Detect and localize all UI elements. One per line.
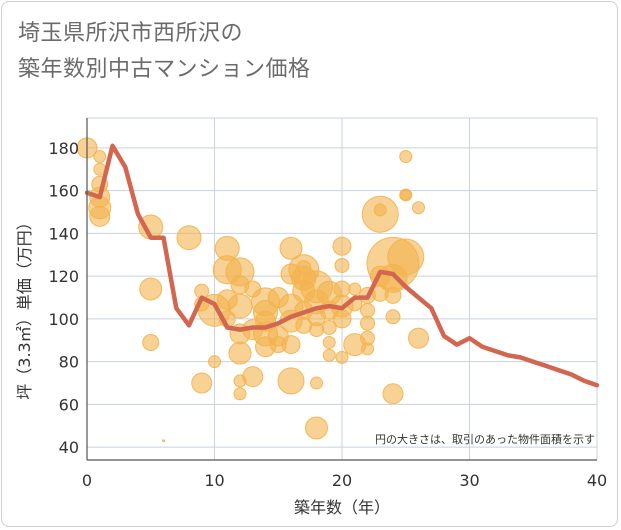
x-tick-label: 30 [459,471,479,490]
bubble-point [309,322,324,338]
bubble-point [281,335,301,355]
bubble-point [142,333,160,351]
bubble-point [332,309,352,329]
average-price-line [84,143,600,388]
bubble-point [305,416,328,440]
bubble-point [93,149,107,163]
bubble-point [332,236,352,256]
bubble-point [360,315,375,331]
axes: 40 60 80 100 120 140 160 180 0 10 20 30 40 [48,118,607,490]
trend-line-layer [84,143,600,388]
y-tick-label: 180 [48,139,79,158]
bubble-size-note: 円の大きさは、取引のあった物件面積を示す [375,432,595,446]
bubble-layer [76,137,429,443]
bubble-point [373,203,387,217]
bubble-point [348,282,362,296]
bubble-point [233,387,247,401]
bubble-point [89,205,111,227]
bubble-point [387,238,425,276]
x-axis-label: 築年数（年） [294,498,390,517]
bubble-point [139,277,163,301]
bubble-point [277,367,305,395]
y-axis-label: 坪（3.3㎡）単価（万円） [15,214,34,399]
bubble-point [399,149,413,163]
bubble-point [227,293,253,319]
bubble-point [310,376,323,390]
bubble-point [334,257,350,273]
bubble-point [322,335,336,349]
bubble-point [361,342,374,356]
bubble-point [400,189,412,201]
y-tick-label: 160 [48,182,79,201]
bubble-point [228,341,252,365]
y-tick-label: 40 [59,438,79,457]
bubble-point [176,225,202,251]
bubble-point [322,348,336,362]
bubble-point [412,201,425,215]
bubble-point [191,372,213,394]
bubble-point [321,319,337,335]
bubble-point [335,350,349,364]
bubble-point [360,302,375,318]
title-line-1: 埼玉県所沢市西所沢の [18,21,244,46]
bubble-point [208,355,221,369]
bubble-point [384,286,402,304]
title-line-2: 築年数別中古マンション価格 [18,57,311,82]
x-tick-label: 40 [587,471,607,490]
x-tick-label: 20 [332,471,352,490]
y-tick-label: 120 [48,267,79,286]
bubble-point [382,383,404,405]
y-tick-label: 80 [59,353,79,372]
grid-lines [86,117,598,461]
x-tick-label: 0 [82,471,92,490]
bubble-point [408,327,429,349]
y-tick-label: 60 [59,395,79,414]
bubble-point [242,366,264,388]
x-tick-label: 10 [204,471,224,490]
bubble-point [279,236,303,260]
page-title: 埼玉県所沢市西所沢の 築年数別中古マンション価格 [18,16,311,88]
y-tick-label: 140 [48,224,79,243]
bubble-point [296,260,312,276]
y-tick-label: 100 [48,310,79,329]
bubble-point [162,439,165,443]
bubble-point [385,309,401,325]
